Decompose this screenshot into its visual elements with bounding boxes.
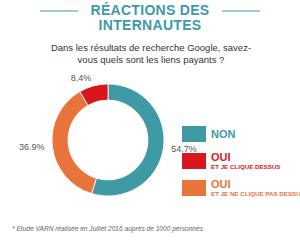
subtitle: Dans les résultats de recherche Google, … (48, 42, 254, 66)
title-rule (40, 10, 78, 11)
data-label: 36.9% (19, 142, 45, 152)
legend-label: NON (211, 128, 236, 140)
title: RÉACTIONS DES INTERNAUTES (75, 3, 225, 33)
title-rule (222, 10, 260, 11)
slice (52, 92, 96, 194)
legend-label: OUIET JE CLIQUE DESSUS (211, 151, 280, 170)
chart: 54.7% 8.4% 36.9% NON OUIET JE CLIQUE DESSUS O… (0, 0, 300, 241)
page: RÉACTIONS DES INTERNAUTES Dans les résul… (0, 0, 300, 241)
legend: NON OUIET JE CLIQUE DESSUS OUIET JE NE CLI… (182, 126, 300, 197)
data-label: 54.7% (171, 144, 197, 154)
legend-swatch (182, 180, 206, 196)
data-label: 8.4% (71, 73, 92, 83)
data-labels: 54.7% 8.4% 36.9% (19, 73, 197, 154)
legend-swatch (182, 126, 206, 142)
legend-swatch (182, 153, 206, 169)
slice (92, 84, 164, 196)
footnote: * Etude VARN réalisée en Juillet 2016 au… (12, 225, 204, 233)
slices (52, 84, 164, 196)
legend-label: OUIET JE NE CLIQUE PAS DESSUS (211, 178, 300, 197)
